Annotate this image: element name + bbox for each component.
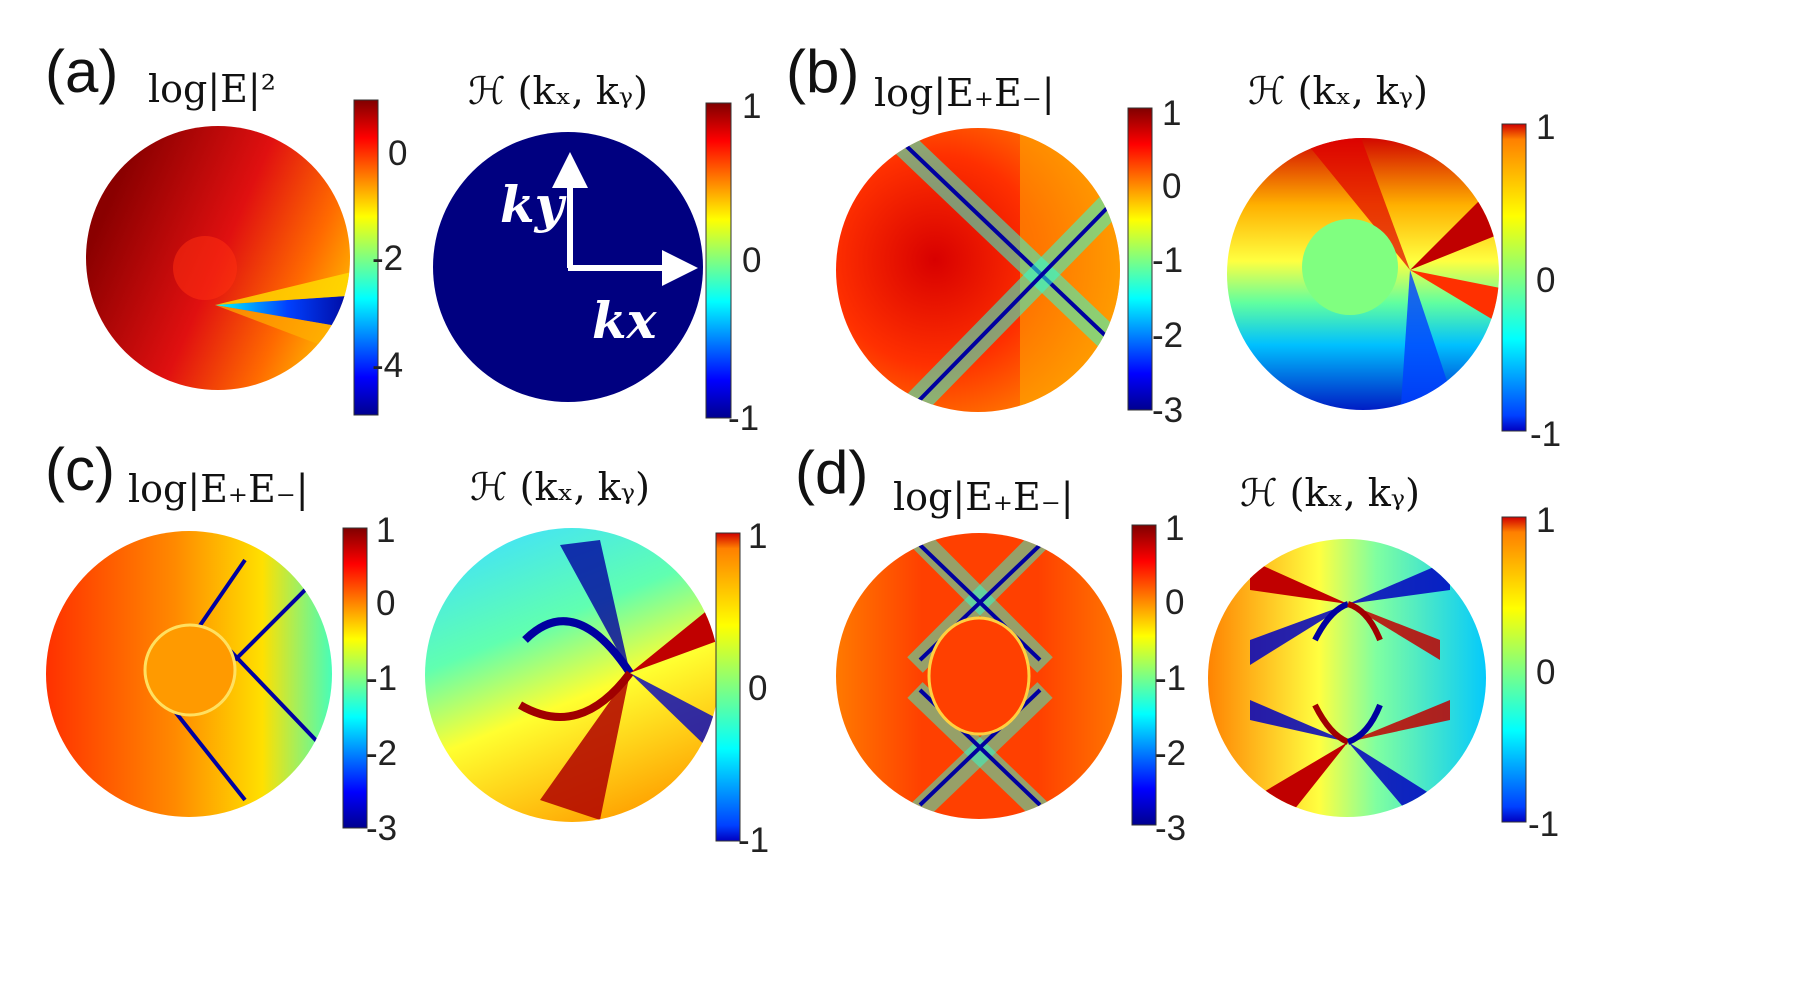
- panel-d-cbar-left-tick: 1: [1165, 509, 1184, 548]
- panel-a-cbar-left-tick: -4: [372, 346, 403, 385]
- panel-b-map-right: [1227, 138, 1499, 410]
- panel-b-cbar-left-tick: -3: [1152, 391, 1183, 430]
- panel-a-map-right: ky kx: [433, 132, 703, 402]
- panel-b-colorbar-left: [1127, 107, 1153, 411]
- panel-d-cbar-left-tick: -3: [1155, 809, 1186, 848]
- panel-d-cbar-left-tick: -1: [1155, 659, 1186, 698]
- panel-d-letter: (d): [795, 439, 868, 506]
- panel-c-cbar-right-tick: -1: [738, 821, 769, 860]
- panel-d-cbar-left-tick: 0: [1165, 583, 1184, 622]
- panel-c-cbar-left-tick: 1: [376, 511, 395, 550]
- panel-c-letter: (c): [45, 436, 115, 503]
- panel-b-cbar-left-tick: 0: [1162, 167, 1181, 206]
- panel-d-title-left: log|E₊E₋|: [893, 475, 1074, 519]
- kx-label: kx: [592, 291, 658, 350]
- panel-d-colorbar-left: [1131, 524, 1157, 826]
- panel-c-cbar-left-tick: -1: [366, 659, 397, 698]
- panel-a-colorbar-right: [705, 102, 732, 419]
- panel-b: (b) log|E₊E₋| 1 0 -1 -2 -3 ℋ (kₓ, kᵧ) 1 …: [786, 38, 1561, 454]
- panel-b-cbar-left-tick: -2: [1152, 316, 1183, 355]
- panel-c-cbar-right-tick: 1: [748, 517, 767, 556]
- panel-b-title-left: log|E₊E₋|: [874, 71, 1055, 115]
- panel-d-cbar-right-tick: 0: [1536, 653, 1555, 692]
- panel-b-letter: (b): [786, 38, 859, 105]
- panel-d-cbar-left-tick: -2: [1155, 734, 1186, 773]
- panel-b-cbar-right-tick: 1: [1536, 108, 1555, 147]
- panel-a-cbar-right-tick: -1: [728, 399, 759, 438]
- panel-c-title-left: log|E₊E₋|: [128, 467, 309, 511]
- panel-c-map-right: [425, 528, 719, 822]
- panel-a-letter: (a): [45, 38, 118, 105]
- panel-d-map-left: [836, 533, 1122, 819]
- panel-b-cbar-right-tick: 0: [1536, 261, 1555, 300]
- panel-d-cbar-right-tick: 1: [1536, 501, 1555, 540]
- panel-a-title-left: log|E|²: [148, 67, 276, 111]
- panel-d-title-right: ℋ (kₓ, kᵧ): [1240, 471, 1420, 515]
- panel-b-colorbar-right: [1501, 123, 1527, 432]
- panel-a-cbar-right-tick: 0: [742, 241, 761, 280]
- panel-d: (d) log|E₊E₋| 1 0 -1 -2 -3 ℋ (kₓ, kᵧ): [795, 439, 1559, 848]
- panel-d-colorbar-right: [1501, 516, 1527, 823]
- panel-c-colorbar-left: [342, 527, 368, 829]
- panel-c-cbar-left-tick: -3: [366, 809, 397, 848]
- panel-a-colorbar-left: [353, 99, 379, 416]
- panel-b-title-right: ℋ (kₓ, kᵧ): [1248, 69, 1428, 113]
- panel-a-title-right: ℋ (kₓ, kᵧ): [468, 69, 648, 113]
- panel-b-cbar-left-tick: -1: [1152, 241, 1183, 280]
- panel-d-cbar-right-tick: -1: [1528, 805, 1559, 844]
- panel-a-cbar-left-tick: -2: [372, 239, 403, 278]
- panel-a: (a) log|E|² 0 -2 -4 ℋ (kₓ, kᵧ) ky kx 1 0…: [45, 38, 761, 438]
- panel-b-cbar-right-tick: -1: [1530, 415, 1561, 454]
- panel-d-map-right: [1208, 539, 1486, 817]
- panel-b-cbar-left-tick: 1: [1162, 94, 1181, 133]
- panel-b-map-left: [836, 128, 1120, 412]
- panel-c-cbar-left-tick: -2: [366, 734, 397, 773]
- panel-c-map-left: [46, 531, 332, 817]
- panel-c-title-right: ℋ (kₓ, kᵧ): [470, 465, 650, 509]
- panel-a-cbar-right-tick: 1: [742, 87, 761, 126]
- panel-c-cbar-left-tick: 0: [376, 584, 395, 623]
- panel-a-cbar-left-tick: 0: [388, 134, 407, 173]
- panel-c: (c) log|E₊E₋| 1 0 -1 -2 -3 ℋ (kₓ, kᵧ) 1: [45, 436, 769, 860]
- panel-c-colorbar-right: [715, 532, 741, 842]
- panel-a-map-left: [86, 126, 350, 390]
- ky-label: ky: [500, 175, 567, 234]
- panel-c-cbar-right-tick: 0: [748, 669, 767, 708]
